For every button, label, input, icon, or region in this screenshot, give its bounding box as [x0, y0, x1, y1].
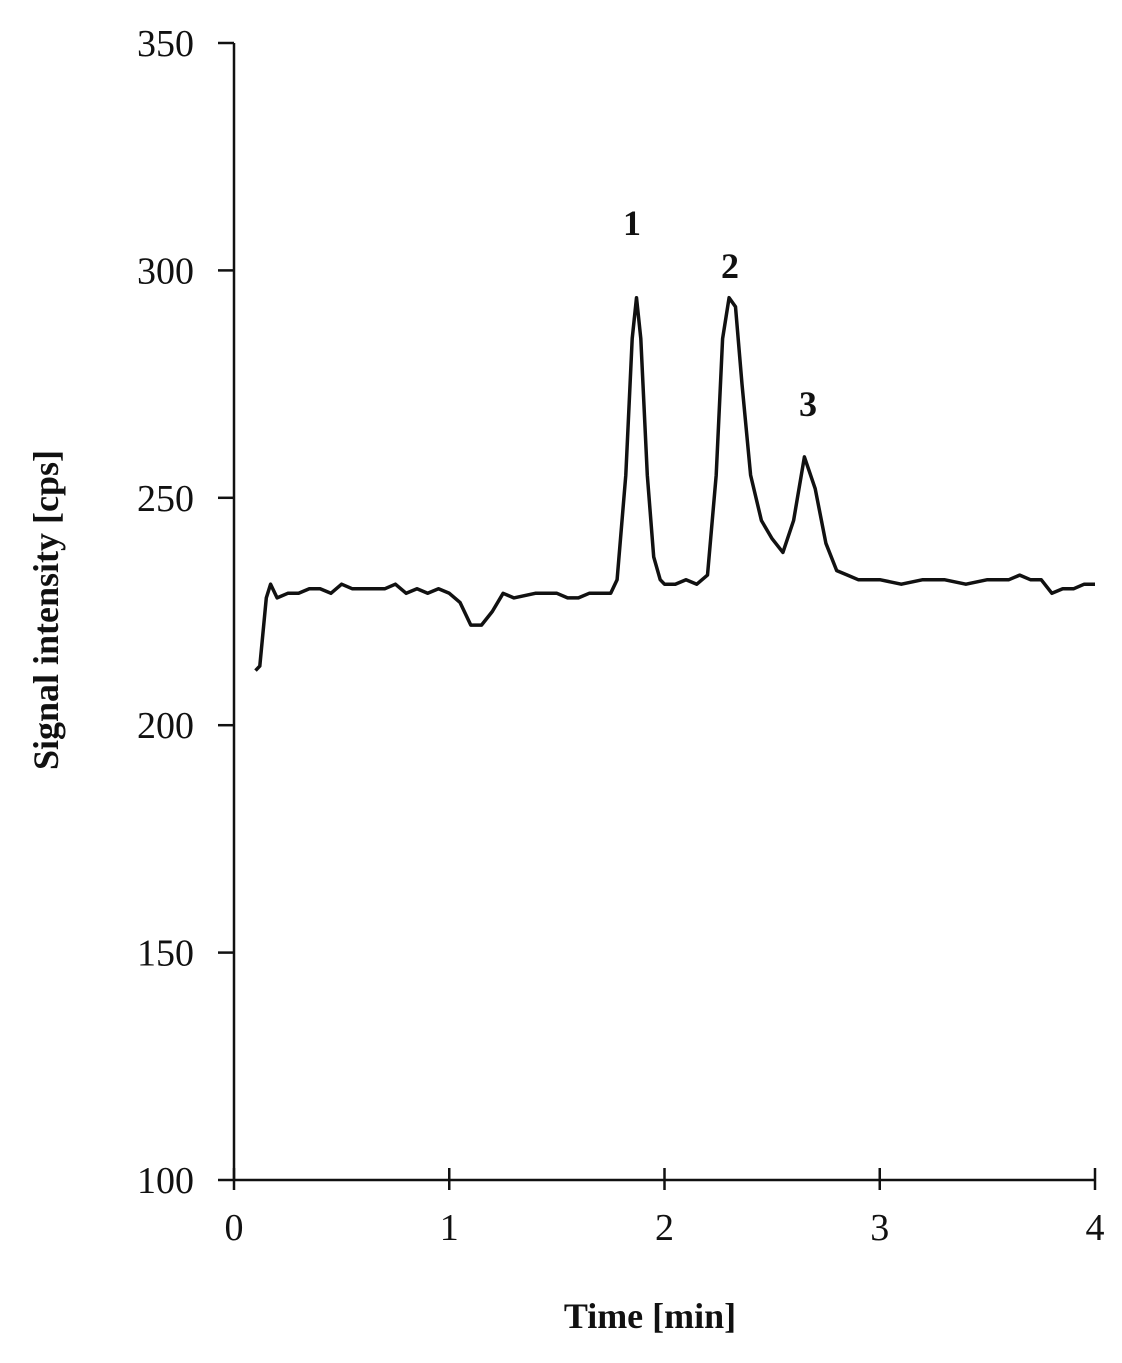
- x-tick-label: 2: [655, 1207, 674, 1249]
- x-axis-title: Time [min]: [564, 1296, 736, 1336]
- y-tick-label: 350: [137, 23, 194, 65]
- x-tick-label: 1: [440, 1207, 459, 1249]
- y-tick-label: 250: [137, 478, 194, 520]
- y-tick-label: 200: [137, 705, 194, 747]
- signal-line: [254, 295, 1095, 672]
- y-tick-label: 100: [137, 1160, 194, 1202]
- y-tick-label: 150: [137, 933, 194, 975]
- y-tick-label: 300: [137, 250, 194, 292]
- peak-label: 2: [721, 246, 739, 286]
- x-tick-label: 0: [225, 1207, 244, 1249]
- x-tick-label: 3: [870, 1207, 889, 1249]
- peak-label: 3: [799, 384, 817, 424]
- y-axis-title: Signal intensity [cps]: [26, 450, 66, 770]
- x-tick-label: 4: [1086, 1207, 1105, 1249]
- peak-label: 1: [623, 203, 641, 243]
